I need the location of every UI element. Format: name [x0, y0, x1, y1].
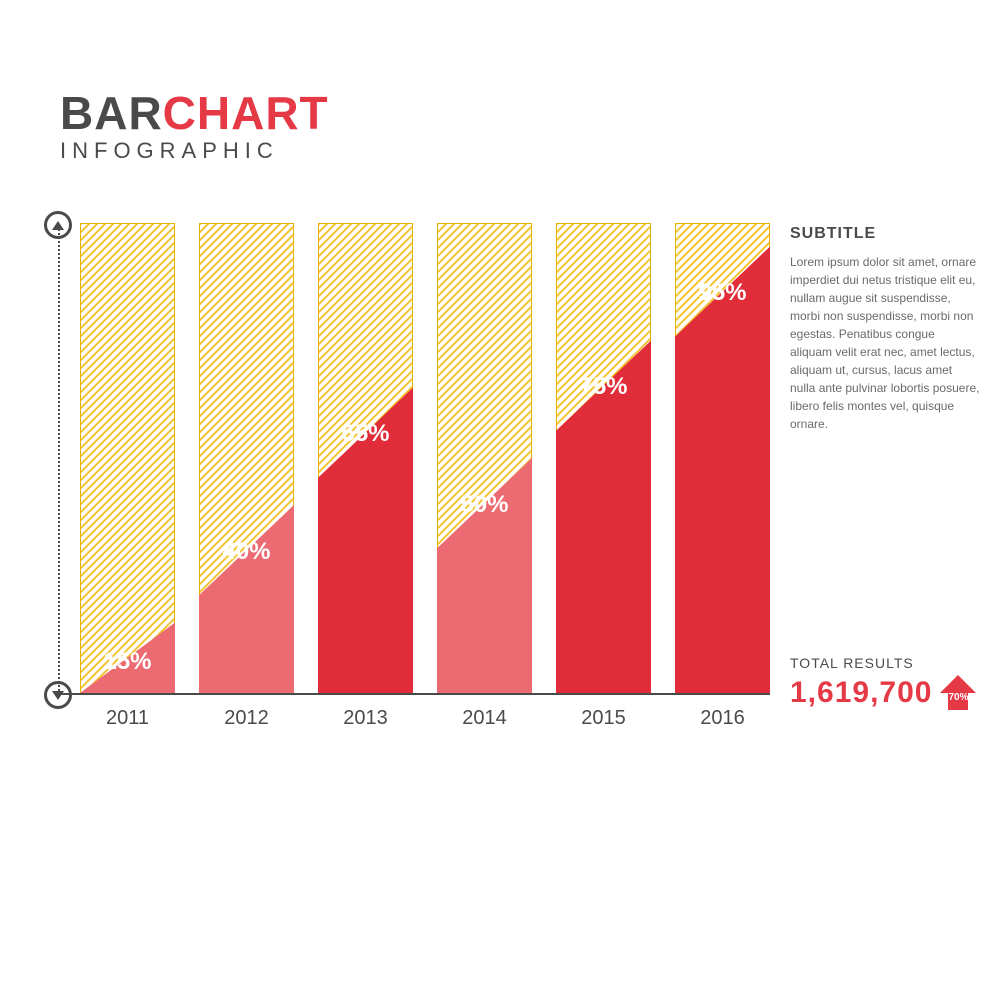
bar: 40%	[199, 223, 294, 693]
bars-container: 15% 40% 65% 50% 75% 95%	[80, 223, 770, 693]
bar-value-label: 40%	[200, 538, 293, 566]
title-subtitle: INFOGRAPHIC	[60, 138, 960, 164]
side-body: Lorem ipsum dolor sit amet, ornare imper…	[790, 253, 980, 433]
bar-value-label: 50%	[438, 491, 531, 519]
bar-value-label: 75%	[557, 373, 650, 401]
y-axis	[58, 225, 60, 695]
totals-arrow-pct: 70%	[940, 692, 976, 703]
totals-label: TOTAL RESULTS	[790, 655, 1000, 671]
x-label: 2015	[556, 707, 651, 730]
bar: 50%	[437, 223, 532, 693]
bar: 75%	[556, 223, 651, 693]
bar: 95%	[675, 223, 770, 693]
x-label: 2013	[318, 707, 413, 730]
totals-value: 1,619,700	[790, 676, 932, 710]
x-label: 2016	[675, 707, 770, 730]
totals-block: TOTAL RESULTS 1,619,700 70%	[790, 655, 1000, 711]
title-part2: CHART	[163, 87, 329, 139]
totals-arrow-icon: 70%	[940, 675, 976, 711]
bar-value-label: 95%	[676, 279, 769, 307]
x-label: 2012	[199, 707, 294, 730]
bar: 15%	[80, 223, 175, 693]
title-part1: BAR	[60, 87, 163, 139]
bar: 65%	[318, 223, 413, 693]
title-block: BARCHART INFOGRAPHIC	[60, 90, 960, 164]
header: BARCHART INFOGRAPHIC	[60, 90, 960, 172]
x-axis	[58, 693, 770, 695]
x-label: 2011	[80, 707, 175, 730]
bar-value-label: 65%	[319, 420, 412, 448]
title-line: BARCHART	[60, 90, 960, 136]
side-title: SUBTITLE	[790, 225, 980, 243]
bar-value-label: 15%	[81, 648, 174, 676]
side-panel: SUBTITLE Lorem ipsum dolor sit amet, orn…	[790, 225, 980, 433]
bar-chart: 15%40%65%50%75%95% 201120122013201420152…	[30, 225, 970, 695]
x-label: 2014	[437, 707, 532, 730]
x-labels: 2011 2012 2013 2014 2015 2016	[80, 707, 770, 730]
